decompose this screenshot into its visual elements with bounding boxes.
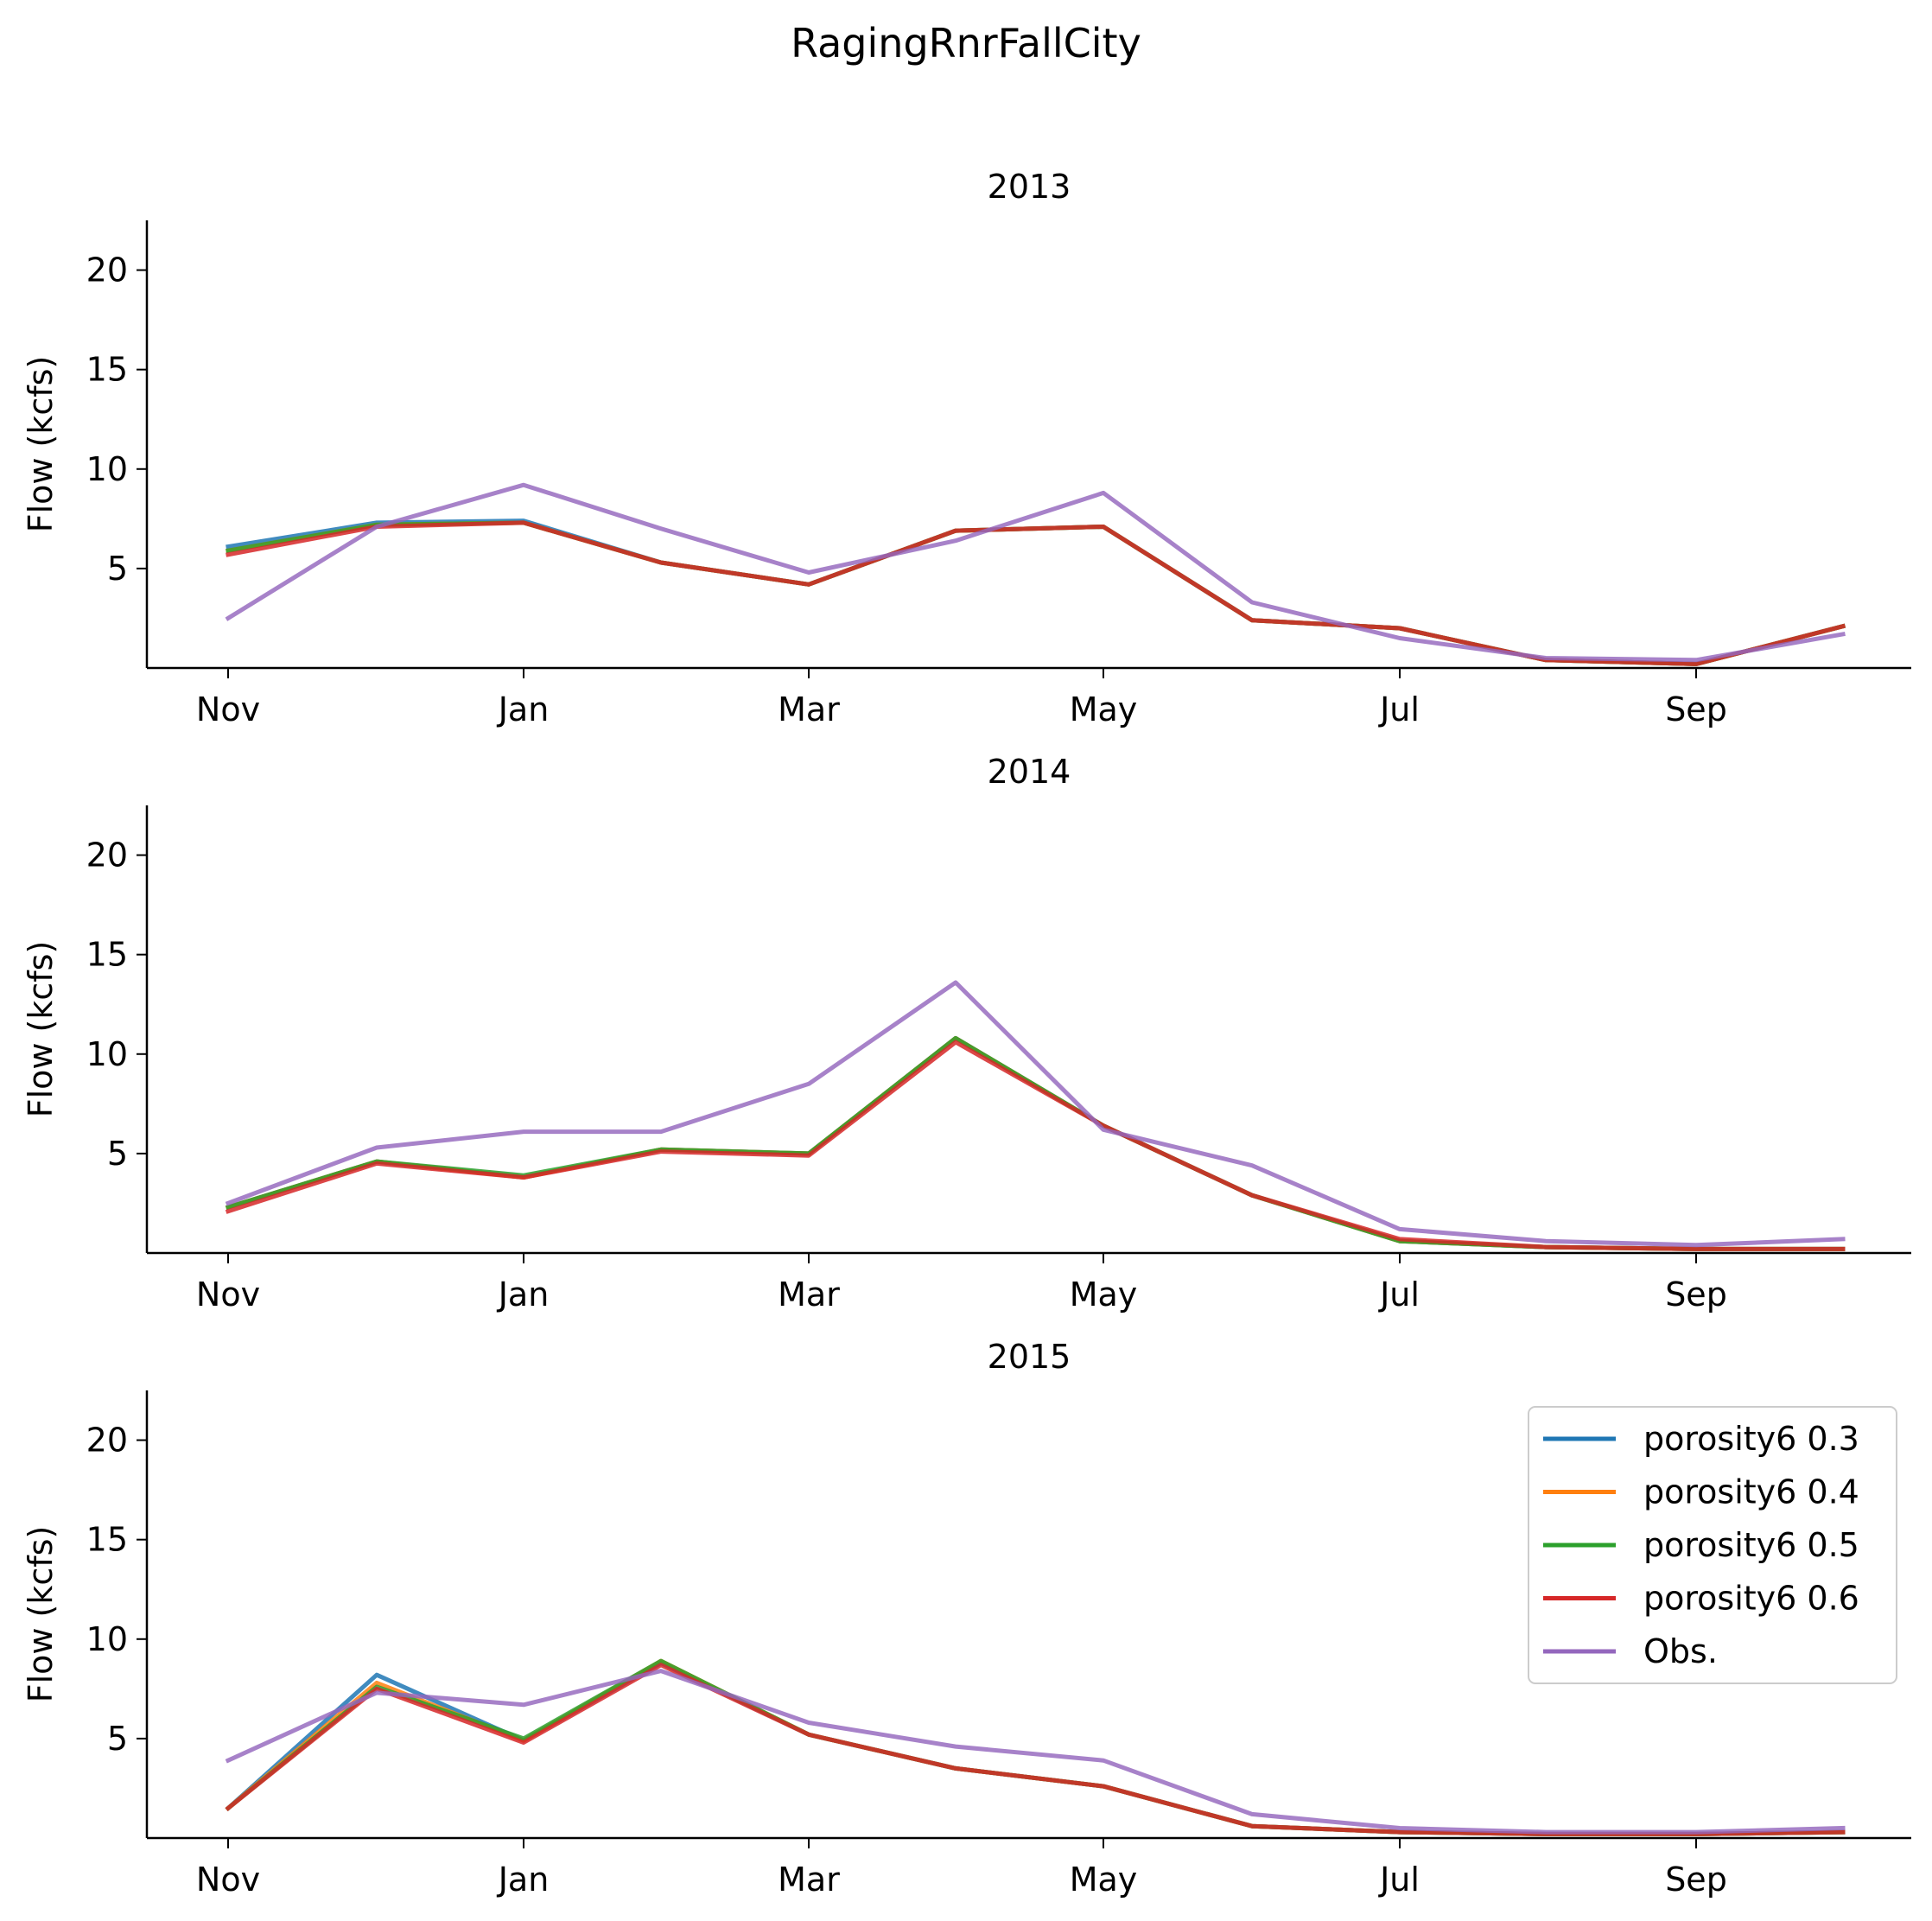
x-tick-label: Mar <box>778 1861 840 1899</box>
x-tick-label: May <box>1070 690 1138 728</box>
panel-2013: 2013 5 10 15 20 Nov Jan Mar May Jul Sep Flow (kcfs) <box>22 168 1911 728</box>
x-tick-label: May <box>1070 1861 1138 1899</box>
y-tick-label: 10 <box>86 1035 128 1073</box>
series-line-porosity6-0-6 <box>226 520 1846 666</box>
x-tick-label: May <box>1070 1275 1138 1314</box>
panel-2014: 2014 5 10 15 20 Nov Jan Mar May Jul Sep Flow (kcfs) <box>22 753 1911 1314</box>
legend: porosity6 0.3 porosity6 0.4 porosity6 0.5 p… <box>1528 1406 1897 1684</box>
panel-2015: 2015 5 10 15 20 Nov Jan Mar May Jul Sep Flow (kcfs) <box>22 1338 1911 1899</box>
panel-title: 2015 <box>988 1338 1071 1376</box>
y-tick-label: 15 <box>86 1521 128 1559</box>
legend-label: porosity6 0.4 <box>1643 1473 1859 1511</box>
y-tick-label: 5 <box>107 1135 128 1173</box>
x-tick-label: Sep <box>1665 1861 1727 1899</box>
y-tick-label: 10 <box>86 1620 128 1658</box>
x-tick-label: Sep <box>1665 1275 1727 1314</box>
y-tick-label: 20 <box>86 1422 128 1460</box>
y-tick-label: 10 <box>86 450 128 488</box>
legend-label: porosity6 0.5 <box>1643 1526 1859 1564</box>
x-tick-label: Nov <box>196 1275 260 1314</box>
y-tick-label: 20 <box>86 251 128 289</box>
x-tick-label: Jul <box>1378 1275 1420 1314</box>
x-tick-label: Jan <box>497 1275 550 1314</box>
y-tick-label: 15 <box>86 936 128 974</box>
legend-label: Obs. <box>1643 1632 1718 1670</box>
y-axis-label: Flow (kcfs) <box>22 941 60 1118</box>
x-tick-label: Jan <box>497 690 550 728</box>
panel-title: 2013 <box>988 168 1071 206</box>
x-tick-label: Mar <box>778 1275 840 1314</box>
series-line-obs <box>225 980 1846 1248</box>
panel-title: 2014 <box>988 753 1071 791</box>
y-tick-label: 5 <box>107 550 128 588</box>
y-tick-label: 5 <box>107 1720 128 1758</box>
figure-title: RagingRnrFallCity <box>791 20 1141 67</box>
legend-box <box>1528 1406 1897 1684</box>
legend-label: porosity6 0.6 <box>1643 1580 1859 1618</box>
y-tick-label: 15 <box>86 351 128 389</box>
x-tick-label: Jul <box>1378 1861 1420 1899</box>
x-tick-label: Jan <box>497 1861 550 1899</box>
series-line-obs <box>225 482 1846 663</box>
legend-label: porosity6 0.3 <box>1643 1420 1859 1458</box>
x-tick-label: Sep <box>1665 690 1727 728</box>
x-tick-label: Nov <box>196 1861 260 1899</box>
series-line-porosity6-0-6 <box>225 1040 1846 1251</box>
y-tick-label: 20 <box>86 836 128 875</box>
x-tick-label: Mar <box>778 690 840 728</box>
y-axis-label: Flow (kcfs) <box>22 1526 60 1703</box>
x-tick-label: Jul <box>1378 690 1420 728</box>
series-line-obs <box>225 1669 1846 1835</box>
x-tick-label: Nov <box>196 690 260 728</box>
y-axis-label: Flow (kcfs) <box>22 356 60 533</box>
